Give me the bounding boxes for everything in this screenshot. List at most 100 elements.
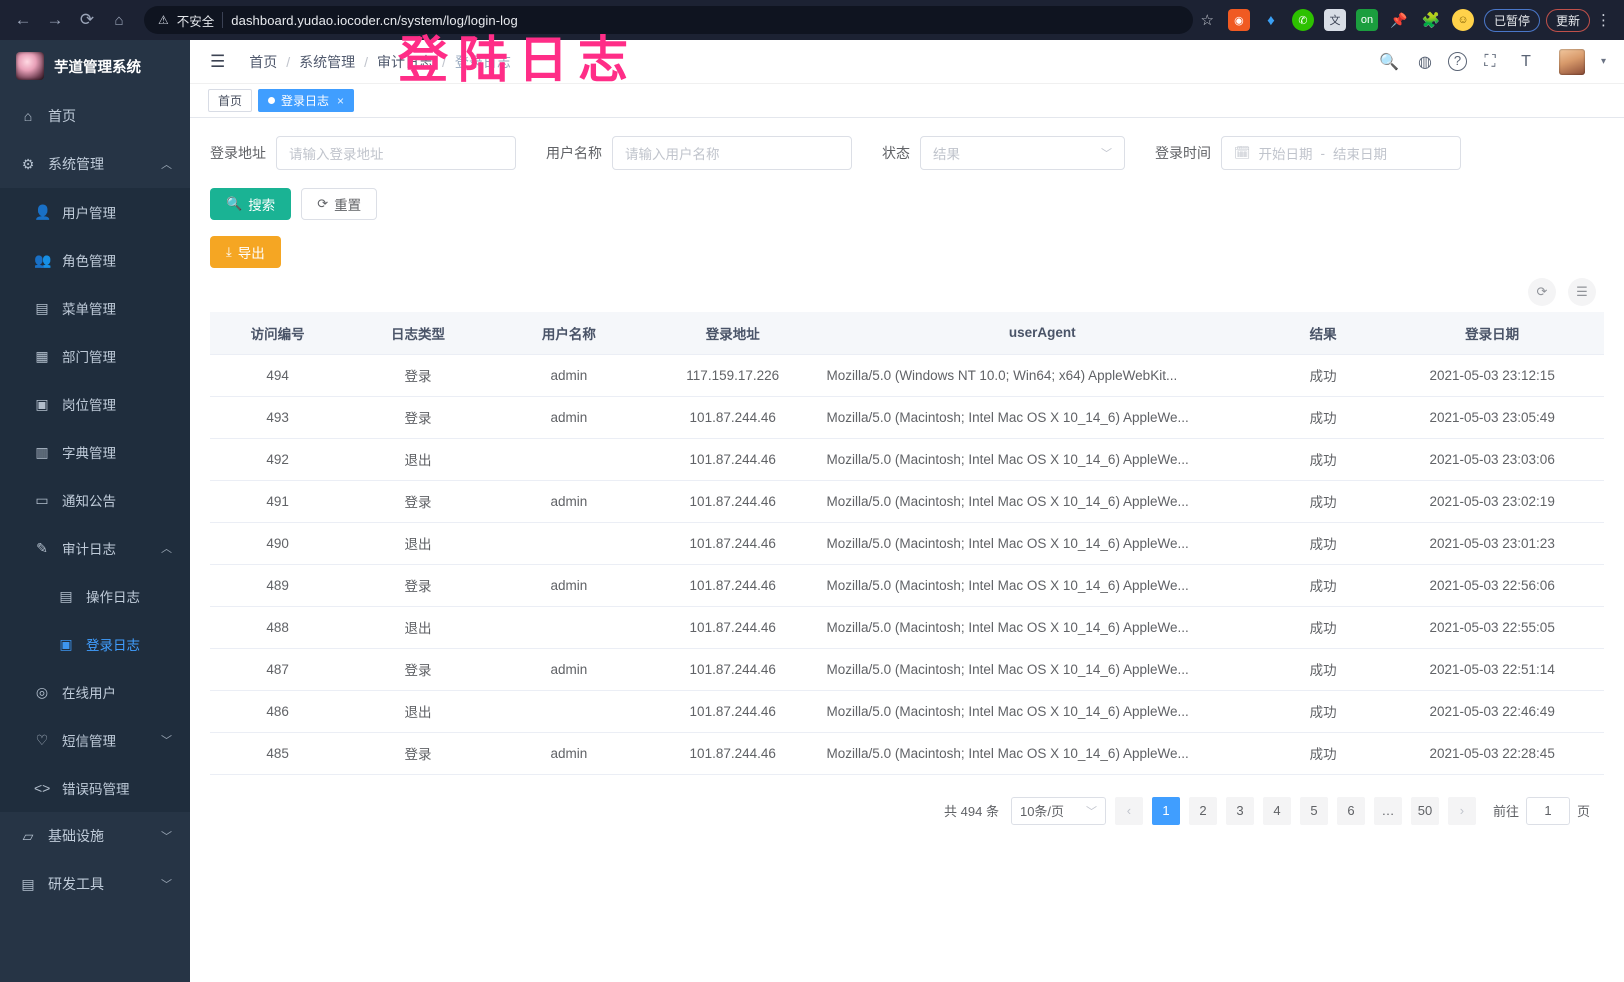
- next-page-button[interactable]: ›: [1447, 796, 1476, 825]
- sidebar-item-角色管理[interactable]: 👥 角色管理: [0, 236, 190, 284]
- sidebar-item-短信管理[interactable]: ♡ 短信管理 ﹀: [0, 716, 190, 764]
- cell-log-type: 登录: [345, 396, 491, 439]
- sidebar-item-部门管理[interactable]: ▦ 部门管理: [0, 332, 190, 380]
- login-address-input[interactable]: 请输入登录地址: [276, 136, 516, 170]
- hamburger-icon[interactable]: ☰: [210, 51, 226, 71]
- emoji-icon[interactable]: ☺: [1451, 9, 1474, 31]
- column-settings-icon[interactable]: ☰: [1568, 278, 1596, 306]
- breadcrumb-item-1[interactable]: 系统管理: [299, 53, 356, 70]
- chevron-icon[interactable]: ﹀: [161, 831, 172, 843]
- sidebar-item-系统管理[interactable]: ⚙ 系统管理 ︿: [0, 140, 190, 188]
- search-button[interactable]: 🔍 搜索: [210, 188, 292, 220]
- sidebar-item-基础设施[interactable]: ▱ 基础设施 ﹀: [0, 812, 190, 860]
- table-row[interactable]: 487 登录 admin 101.87.244.46 Mozilla/5.0 (Maci…: [210, 648, 1604, 691]
- o-browser-icon[interactable]: ◉: [1227, 9, 1250, 31]
- cell-user-name: admin: [490, 396, 647, 439]
- table-row[interactable]: 493 登录 admin 101.87.244.46 Mozilla/5.0 (Maci…: [210, 396, 1604, 439]
- start-date-input[interactable]: 开始日期: [1258, 147, 1313, 162]
- sidebar-item-审计日志[interactable]: ✎ 审计日志 ︿: [0, 524, 190, 572]
- sidebar-item-岗位管理[interactable]: ▣ 岗位管理: [0, 380, 190, 428]
- chevron-icon[interactable]: ︿: [161, 543, 172, 555]
- cell-result: 成功: [1265, 438, 1381, 481]
- table-row[interactable]: 492 退出 101.87.244.46 Mozilla/5.0 (Macintosh…: [210, 438, 1604, 481]
- reload-icon[interactable]: ⟳: [79, 10, 95, 29]
- table-row[interactable]: 485 登录 admin 101.87.244.46 Mozilla/5.0 (Maci…: [210, 732, 1604, 775]
- chevron-icon[interactable]: ﹀: [161, 879, 172, 891]
- table-row[interactable]: 486 退出 101.87.244.46 Mozilla/5.0 (Macintosh…: [210, 690, 1604, 733]
- sidebar-item-错误码管理[interactable]: <> 错误码管理: [0, 764, 190, 812]
- page-button-…[interactable]: …: [1373, 796, 1402, 825]
- browser-menu-icon[interactable]: ⋮: [1596, 12, 1612, 29]
- login-time-daterange[interactable]: 🗓 开始日期 - 结束日期: [1221, 136, 1461, 170]
- chevron-icon[interactable]: ︿: [161, 159, 172, 171]
- close-icon[interactable]: ×: [337, 93, 345, 108]
- chevron-down-icon[interactable]: ▾: [1600, 56, 1606, 67]
- end-date-input[interactable]: 结束日期: [1333, 147, 1388, 162]
- cell-log-type: 登录: [345, 480, 491, 523]
- jump-page-input[interactable]: 1: [1525, 796, 1570, 825]
- brand[interactable]: 芋道管理系统: [0, 40, 190, 92]
- page-button-2[interactable]: 2: [1188, 796, 1217, 825]
- page-button-5[interactable]: 5: [1299, 796, 1328, 825]
- url-text: dashboard.yudao.iocoder.cn/system/log/lo…: [231, 12, 518, 28]
- sidebar-item-用户管理[interactable]: 👤 用户管理: [0, 188, 190, 236]
- sidebar-item-首页[interactable]: ⌂ 首页: [0, 92, 190, 140]
- refresh-icon[interactable]: ⟳: [1528, 278, 1556, 306]
- reset-button[interactable]: ⟳ 重置: [301, 188, 378, 220]
- page-button-6[interactable]: 6: [1336, 796, 1365, 825]
- forward-icon[interactable]: →: [46, 10, 64, 29]
- translate-icon[interactable]: 文: [1323, 9, 1346, 31]
- pin-icon[interactable]: 📌: [1390, 11, 1408, 28]
- paused-badge[interactable]: 已暂停: [1483, 8, 1540, 32]
- breadcrumb-item-2[interactable]: 审计日志: [377, 53, 434, 70]
- table-row[interactable]: 490 退出 101.87.244.46 Mozilla/5.0 (Macintosh…: [210, 522, 1604, 565]
- prev-page-button[interactable]: ‹: [1114, 796, 1143, 825]
- table-row[interactable]: 488 退出 101.87.244.46 Mozilla/5.0 (Macintosh…: [210, 606, 1604, 649]
- sidebar-item-操作日志[interactable]: ▤ 操作日志: [0, 572, 190, 620]
- on-icon[interactable]: on: [1355, 9, 1378, 31]
- tab-home[interactable]: 首页: [208, 89, 253, 112]
- avatar[interactable]: [1558, 48, 1585, 75]
- col-user-agent: userAgent: [818, 312, 1266, 355]
- sidebar-item-label: 错误码管理: [62, 782, 130, 797]
- menu-icon: ▥: [35, 443, 49, 460]
- sidebar-item-研发工具[interactable]: ▤ 研发工具 ﹀: [0, 860, 190, 908]
- page-button-1[interactable]: 1: [1151, 796, 1180, 825]
- github-icon[interactable]: ◍: [1417, 53, 1432, 71]
- chevron-icon[interactable]: ﹀: [161, 735, 172, 747]
- sidebar-item-通知公告[interactable]: ▭ 通知公告: [0, 476, 190, 524]
- tab-login-log[interactable]: 登录日志 ×: [258, 89, 355, 112]
- font-size-icon[interactable]: T: [1521, 52, 1531, 70]
- sidebar-item-登录日志[interactable]: ▣ 登录日志: [0, 620, 190, 668]
- wechat-icon[interactable]: ✆: [1291, 9, 1314, 31]
- cell-result: 成功: [1265, 564, 1381, 607]
- user-name-input[interactable]: 请输入用户名称: [612, 136, 852, 170]
- table-row[interactable]: 491 登录 admin 101.87.244.46 Mozilla/5.0 (Maci…: [210, 480, 1604, 523]
- fullscreen-icon[interactable]: ⛶: [1484, 52, 1496, 70]
- menu-icon: ▣: [59, 635, 73, 652]
- status-select[interactable]: 结果 ﹀: [920, 136, 1125, 170]
- update-badge[interactable]: 更新: [1545, 8, 1590, 32]
- cell-access-id: 490: [210, 522, 346, 565]
- sidebar-item-菜单管理[interactable]: ▤ 菜单管理: [0, 284, 190, 332]
- page-size-select[interactable]: 10条/页 ﹀: [1010, 796, 1106, 825]
- sidebar-item-在线用户[interactable]: ◎ 在线用户: [0, 668, 190, 716]
- cell-access-id: 492: [210, 438, 346, 481]
- table-row[interactable]: 489 登录 admin 101.87.244.46 Mozilla/5.0 (Maci…: [210, 564, 1604, 607]
- search-icon[interactable]: 🔍: [1379, 53, 1399, 71]
- page-button-3[interactable]: 3: [1225, 796, 1254, 825]
- table-row[interactable]: 494 登录 admin 117.159.17.226 Mozilla/5.0 (Win…: [210, 354, 1604, 397]
- diamond-icon[interactable]: ♦: [1267, 11, 1275, 29]
- home-icon[interactable]: ⌂: [114, 11, 124, 29]
- breadcrumb-item-0[interactable]: 首页: [249, 53, 278, 70]
- bookmark-star-icon[interactable]: ☆: [1200, 12, 1214, 29]
- help-icon[interactable]: ?: [1447, 52, 1467, 71]
- export-button[interactable]: ⤓ 导出: [210, 236, 281, 268]
- address-bar[interactable]: ⚠ 不安全 dashboard.yudao.iocoder.cn/system/…: [144, 6, 1193, 34]
- page-button-4[interactable]: 4: [1262, 796, 1291, 825]
- menu-icon: ▣: [35, 395, 49, 412]
- page-button-50[interactable]: 50: [1410, 796, 1439, 825]
- puzzle-icon[interactable]: 🧩: [1421, 12, 1441, 29]
- back-icon[interactable]: ←: [14, 10, 32, 29]
- sidebar-item-字典管理[interactable]: ▥ 字典管理: [0, 428, 190, 476]
